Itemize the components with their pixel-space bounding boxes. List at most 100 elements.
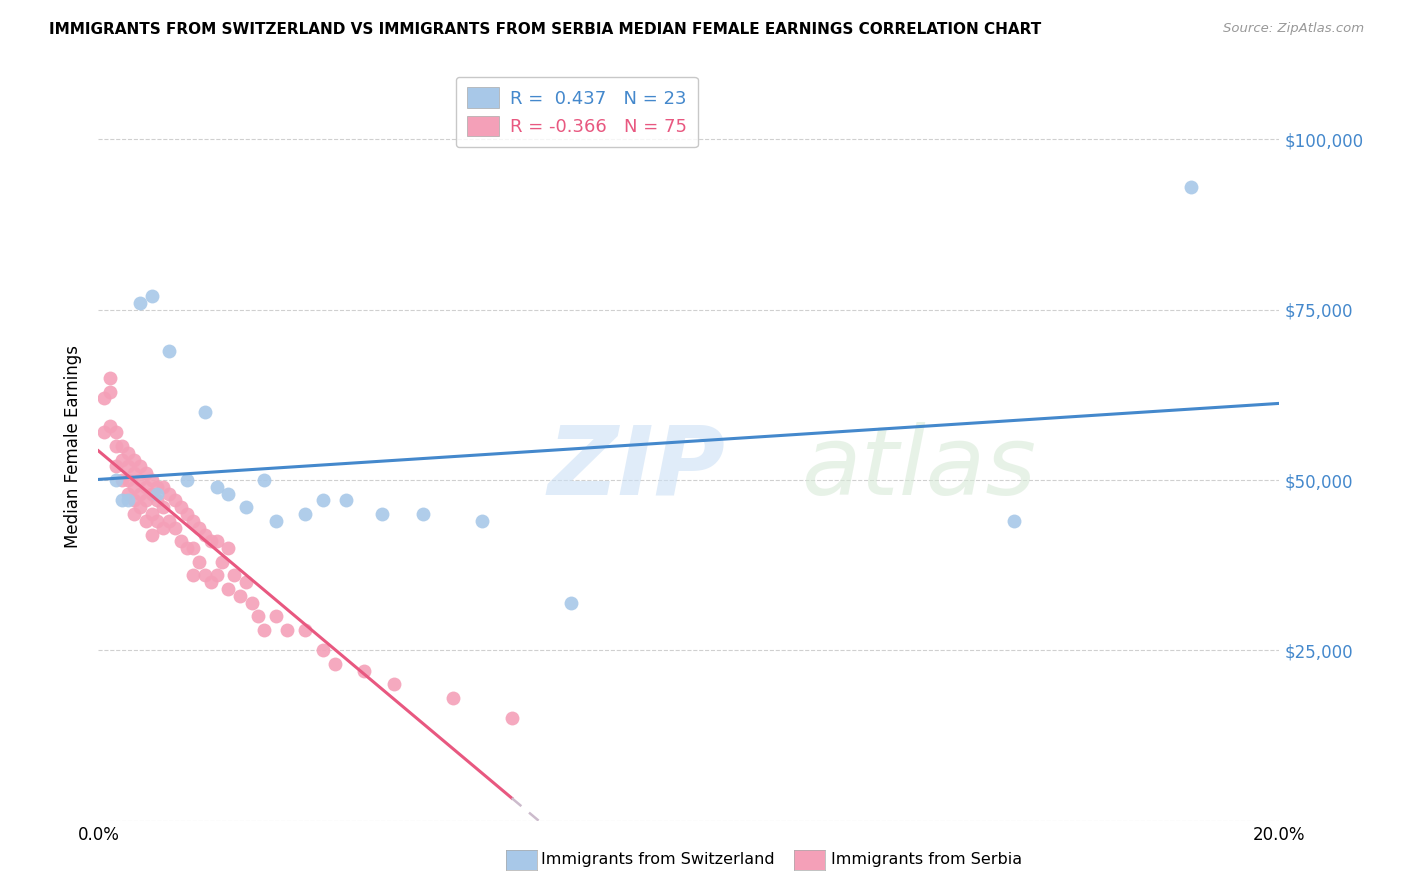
Point [217, 486, 239, 500]
Point [235, 500, 257, 515]
Point [98, 384, 121, 399]
Point [240, 596, 263, 610]
Point [217, 541, 239, 556]
Point [135, 467, 157, 481]
Point [1002, 514, 1025, 528]
Point [253, 623, 276, 637]
Y-axis label: Median Female Earnings: Median Female Earnings [65, 344, 83, 548]
Point [187, 521, 209, 535]
Point [135, 480, 157, 494]
Point [157, 486, 180, 500]
Point [312, 643, 335, 657]
Point [170, 534, 193, 549]
Point [194, 568, 217, 582]
Point [117, 459, 139, 474]
Point [176, 541, 198, 556]
Point [323, 657, 346, 671]
Point [560, 596, 582, 610]
Point [170, 500, 193, 515]
Point [335, 493, 357, 508]
Point [205, 534, 228, 549]
Point [141, 289, 163, 303]
Point [128, 296, 150, 310]
Point [441, 691, 464, 706]
Point [200, 534, 222, 549]
Point [246, 609, 269, 624]
Point [122, 480, 145, 494]
Point [176, 507, 198, 521]
Point [152, 500, 174, 515]
Point [117, 493, 139, 508]
Point [176, 473, 198, 487]
Point [146, 514, 169, 528]
Point [141, 486, 163, 500]
Point [111, 493, 134, 508]
Point [253, 473, 276, 487]
Point [146, 493, 169, 508]
Point [122, 467, 145, 481]
Point [371, 507, 394, 521]
Point [200, 575, 222, 590]
Point [98, 418, 121, 433]
Point [111, 452, 134, 467]
Point [165, 493, 187, 508]
Point [105, 439, 128, 453]
Point [235, 575, 257, 590]
Point [111, 439, 134, 453]
Point [264, 514, 287, 528]
Point [312, 493, 335, 508]
Legend: R =  0.437   N = 23, R = -0.366   N = 75: R = 0.437 N = 23, R = -0.366 N = 75 [456, 77, 697, 147]
Point [211, 555, 233, 569]
Point [294, 507, 316, 521]
Text: Source: ZipAtlas.com: Source: ZipAtlas.com [1223, 22, 1364, 36]
Text: IMMIGRANTS FROM SWITZERLAND VS IMMIGRANTS FROM SERBIA MEDIAN FEMALE EARNINGS COR: IMMIGRANTS FROM SWITZERLAND VS IMMIGRANT… [49, 22, 1042, 37]
Point [141, 527, 163, 541]
Point [117, 446, 139, 460]
Point [105, 425, 128, 440]
Point [152, 521, 174, 535]
Point [105, 473, 128, 487]
Text: Immigrants from Switzerland: Immigrants from Switzerland [541, 853, 775, 867]
Point [128, 500, 150, 515]
Point [152, 480, 174, 494]
Point [128, 486, 150, 500]
Point [471, 514, 494, 528]
Point [157, 514, 180, 528]
Point [194, 527, 217, 541]
Point [181, 541, 204, 556]
Point [294, 623, 316, 637]
Point [205, 480, 228, 494]
Point [157, 343, 180, 358]
Point [146, 480, 169, 494]
Point [165, 521, 187, 535]
Point [93, 425, 115, 440]
Point [187, 555, 209, 569]
Point [264, 609, 287, 624]
Point [382, 677, 405, 691]
Point [122, 452, 145, 467]
Point [135, 493, 157, 508]
Text: ZIP: ZIP [547, 422, 725, 515]
Point [217, 582, 239, 596]
Point [117, 486, 139, 500]
Point [224, 568, 246, 582]
Point [194, 405, 217, 419]
Text: Immigrants from Serbia: Immigrants from Serbia [831, 853, 1022, 867]
Point [141, 473, 163, 487]
Point [128, 459, 150, 474]
Point [111, 473, 134, 487]
Point [98, 371, 121, 385]
Point [117, 473, 139, 487]
Point [501, 711, 523, 725]
Point [205, 568, 228, 582]
Point [93, 392, 115, 406]
Point [105, 459, 128, 474]
Point [229, 589, 252, 603]
Point [412, 507, 434, 521]
Point [122, 507, 145, 521]
Point [353, 664, 375, 678]
Point [146, 486, 169, 500]
Point [141, 507, 163, 521]
Point [276, 623, 298, 637]
Point [181, 568, 204, 582]
